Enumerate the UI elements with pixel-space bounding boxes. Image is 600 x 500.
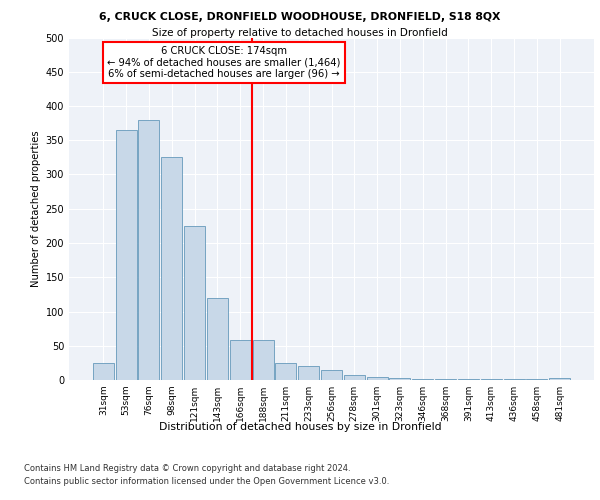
- Text: Contains HM Land Registry data © Crown copyright and database right 2024.: Contains HM Land Registry data © Crown c…: [24, 464, 350, 473]
- Text: Contains public sector information licensed under the Open Government Licence v3: Contains public sector information licen…: [24, 478, 389, 486]
- Bar: [298, 366, 319, 380]
- Bar: [116, 130, 137, 380]
- Bar: [161, 158, 182, 380]
- Bar: [253, 340, 274, 380]
- Bar: [139, 120, 160, 380]
- Bar: [389, 378, 410, 380]
- Text: 6, CRUCK CLOSE, DRONFIELD WOODHOUSE, DRONFIELD, S18 8QX: 6, CRUCK CLOSE, DRONFIELD WOODHOUSE, DRO…: [100, 12, 500, 22]
- Text: Size of property relative to detached houses in Dronfield: Size of property relative to detached ho…: [152, 28, 448, 38]
- Bar: [367, 376, 388, 380]
- Text: Distribution of detached houses by size in Dronfield: Distribution of detached houses by size …: [158, 422, 442, 432]
- Bar: [549, 378, 570, 380]
- Bar: [412, 378, 433, 380]
- Bar: [207, 298, 228, 380]
- Bar: [275, 363, 296, 380]
- Bar: [184, 226, 205, 380]
- Bar: [344, 375, 365, 380]
- Y-axis label: Number of detached properties: Number of detached properties: [31, 130, 41, 287]
- Bar: [93, 363, 114, 380]
- Text: 6 CRUCK CLOSE: 174sqm
← 94% of detached houses are smaller (1,464)
6% of semi-de: 6 CRUCK CLOSE: 174sqm ← 94% of detached …: [107, 46, 341, 80]
- Bar: [321, 370, 342, 380]
- Bar: [230, 340, 251, 380]
